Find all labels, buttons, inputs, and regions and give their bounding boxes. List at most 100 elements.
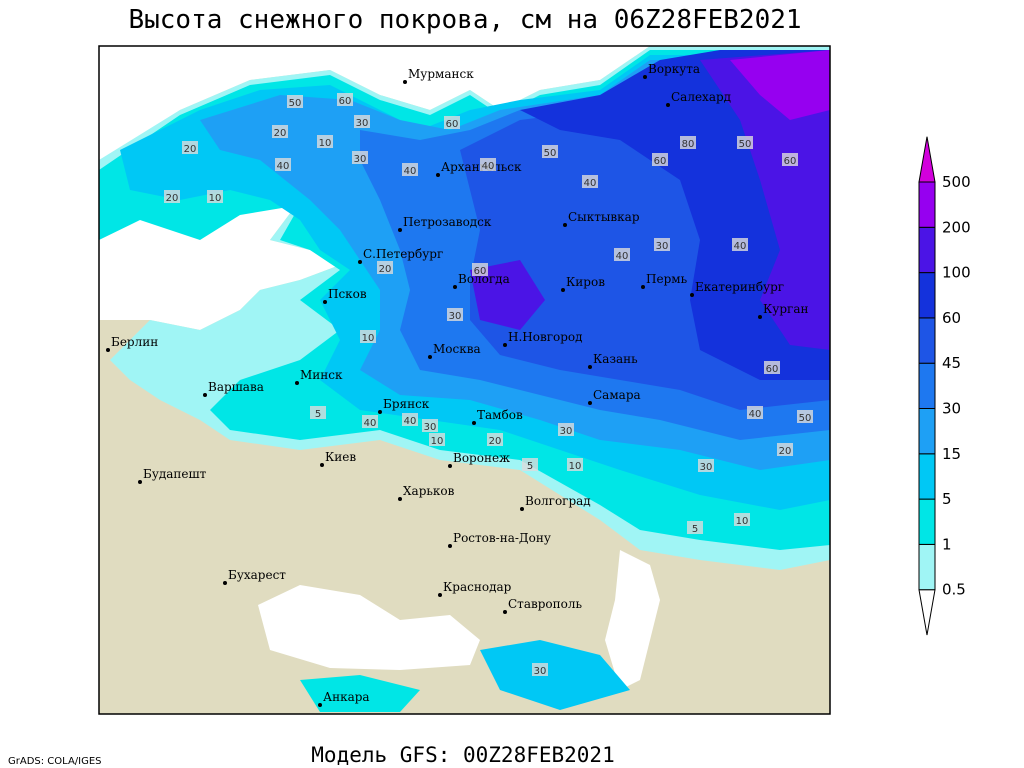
credit: GrADS: COLA/IGES xyxy=(8,756,102,767)
contour-label-box xyxy=(614,248,630,261)
sea xyxy=(99,46,500,160)
legend-swatch xyxy=(918,272,936,319)
city-label: Петрозаводск xyxy=(403,215,492,229)
contour-label-box xyxy=(687,521,703,534)
city-label: Будапешт xyxy=(143,467,207,481)
subtitle: Модель GFS: 00Z28FEB2021 xyxy=(311,743,614,767)
legend-swatch xyxy=(918,408,936,455)
city-dot xyxy=(428,355,432,359)
contour-label: 30 xyxy=(700,462,713,473)
legend-label: 30 xyxy=(942,400,961,418)
city-dot xyxy=(398,497,402,501)
city-dot xyxy=(520,507,524,511)
city-dot xyxy=(588,401,592,405)
contour-label: 5 xyxy=(527,461,533,472)
contour-label: 40 xyxy=(749,409,762,420)
city-dot xyxy=(503,343,507,347)
city-label: Н.Новгород xyxy=(508,330,583,344)
city-dot xyxy=(358,260,362,264)
city-label: Харьков xyxy=(403,484,455,498)
city-dot xyxy=(472,421,476,425)
legend-swatch xyxy=(918,226,936,274)
contour-label: 10 xyxy=(362,333,375,344)
contour-label-box xyxy=(429,433,445,446)
city-dot xyxy=(106,348,110,352)
city-dot xyxy=(295,381,299,385)
map-frame xyxy=(98,45,831,715)
contour-label: 30 xyxy=(424,422,437,433)
city-label: Брянск xyxy=(383,397,430,411)
city-dot xyxy=(320,463,324,467)
city-label: С.Петербург xyxy=(363,247,443,261)
city-label: Тамбов xyxy=(477,408,523,422)
contour-label-box xyxy=(480,158,496,171)
contour-label-box xyxy=(522,458,538,471)
contour-label: 10 xyxy=(736,516,749,527)
sea xyxy=(258,585,480,670)
city-dot xyxy=(438,593,442,597)
contour-label-box xyxy=(402,413,418,426)
contour-label-box xyxy=(747,406,763,419)
contour-label: 30 xyxy=(534,666,547,677)
city-dot xyxy=(138,480,142,484)
city-dot xyxy=(643,75,647,79)
contour-label-box xyxy=(444,116,460,129)
city-label: Самара xyxy=(593,388,641,402)
contour-label-box xyxy=(732,238,748,251)
city-label: Мурманск xyxy=(408,67,474,81)
contour-label: 80 xyxy=(682,139,695,150)
city-dot xyxy=(561,288,565,292)
legend-label: 15 xyxy=(942,445,961,463)
legend-label: 500 xyxy=(942,173,971,191)
contour-label-box xyxy=(567,458,583,471)
contour-label: 40 xyxy=(404,416,417,427)
contour-label: 40 xyxy=(584,178,597,189)
contour-label-box xyxy=(782,153,798,166)
city-dot xyxy=(203,393,207,397)
contour-label-box xyxy=(737,136,753,149)
city-dot xyxy=(448,544,452,548)
legend-label: 100 xyxy=(942,264,971,282)
contour-label-box xyxy=(207,190,223,203)
city-dot xyxy=(666,103,670,107)
contour-label: 20 xyxy=(489,436,502,447)
contour-label: 40 xyxy=(734,241,747,252)
contour-label: 10 xyxy=(209,193,222,204)
contour-label: 60 xyxy=(339,96,352,107)
snow-area xyxy=(700,50,830,350)
contour-label-box xyxy=(272,125,288,138)
legend-swatch xyxy=(918,136,936,183)
city-dot xyxy=(318,703,322,707)
legend-label: 45 xyxy=(942,354,961,372)
contour-label: 30 xyxy=(656,241,669,252)
city-label: Минск xyxy=(300,368,343,382)
city-label: Киев xyxy=(325,450,356,464)
contour-label-box xyxy=(317,135,333,148)
city-label: Воронеж xyxy=(453,451,510,465)
contour-label-box xyxy=(362,415,378,428)
legend-swatch xyxy=(918,181,936,228)
contour-label: 40 xyxy=(364,418,377,429)
legend-swatch xyxy=(918,543,936,591)
contour-label-box xyxy=(422,419,438,432)
contour-label-box xyxy=(472,263,488,276)
contour-label: 40 xyxy=(277,161,290,172)
contour-label: 50 xyxy=(289,98,302,109)
city-dot xyxy=(758,315,762,319)
labels: МурманскВоркутаСалехардАрхангельскПетроз… xyxy=(106,62,813,707)
city-label: Воркута xyxy=(648,62,700,76)
city-dot xyxy=(398,228,402,232)
snow-area xyxy=(480,640,630,710)
contour-label-box xyxy=(734,513,750,526)
city-label: Вологда xyxy=(458,272,510,286)
contour-label: 10 xyxy=(569,461,582,472)
city-label: Краснодар xyxy=(443,580,512,594)
city-dot xyxy=(588,365,592,369)
city-dot xyxy=(378,410,382,414)
contour-label: 60 xyxy=(784,156,797,167)
contour-label: 60 xyxy=(766,364,779,375)
contour-label: 50 xyxy=(544,148,557,159)
